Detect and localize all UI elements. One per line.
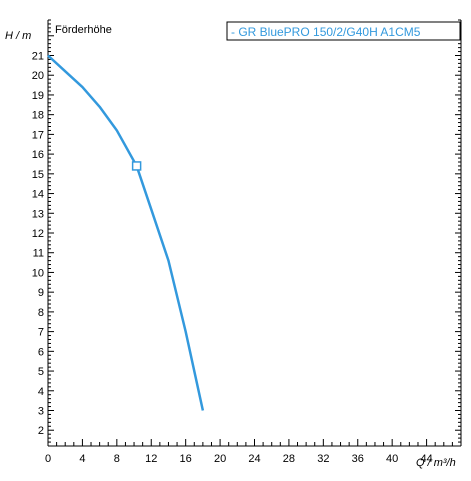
y-tick-label: 12 [32, 228, 44, 240]
x-tick-label: 12 [145, 453, 157, 465]
x-tick-label: 4 [79, 453, 85, 465]
y-tick-label: 19 [32, 90, 44, 102]
y-tick-label: 9 [38, 287, 44, 299]
x-tick-label: 40 [386, 453, 398, 465]
x-tick-label: 8 [114, 453, 120, 465]
y-tick-label: 21 [32, 51, 44, 63]
x-tick-label: 28 [283, 453, 295, 465]
y-tick-label: 15 [32, 169, 44, 181]
y-tick-label: 7 [38, 327, 44, 339]
y-tick-label: 6 [38, 346, 44, 358]
legend-box [226, 21, 461, 41]
chart-title: Förderhöhe [55, 24, 112, 36]
y-axis-label: H / m [5, 30, 31, 42]
x-tick-label: 0 [45, 453, 51, 465]
x-tick-label: 36 [352, 453, 364, 465]
chart-ticks [47, 19, 462, 446]
y-tick-label: 8 [38, 307, 44, 319]
x-tick-label: 20 [214, 453, 226, 465]
y-tick-label: 18 [32, 110, 44, 122]
y-tick-label: 13 [32, 208, 44, 220]
y-tick-label: 5 [38, 366, 44, 378]
y-tick-label: 2 [38, 425, 44, 437]
y-tick-label: 16 [32, 149, 44, 161]
y-tick-label: 14 [32, 189, 44, 201]
y-tick-label: 11 [33, 248, 44, 260]
chart-axes [47, 20, 462, 447]
y-tick-label: 20 [32, 70, 44, 82]
chart-plot-area [47, 54, 205, 411]
x-tick-label: 32 [317, 453, 329, 465]
series-line [47, 54, 205, 411]
x-tick-label: 24 [248, 453, 260, 465]
y-tick-label: 10 [32, 267, 44, 279]
y-tick-label: 3 [38, 406, 44, 418]
y-tick-label: 4 [38, 386, 44, 398]
legend-entry: - GR BluePRO 150/2/G40H A1CM5 [231, 25, 421, 39]
x-tick-label: 44 [420, 453, 432, 465]
x-tick-label: 16 [180, 453, 192, 465]
operating-point-marker [131, 161, 142, 171]
x-axis-label: Q / m³/h [416, 457, 456, 469]
y-tick-label: 17 [32, 129, 44, 141]
chart-tick-labels: 0 4 8 12 16 20 24 28 32 36 40 44 2 3 4 5 6 7 8 9 10 11 12 13 14 1… [32, 51, 433, 466]
